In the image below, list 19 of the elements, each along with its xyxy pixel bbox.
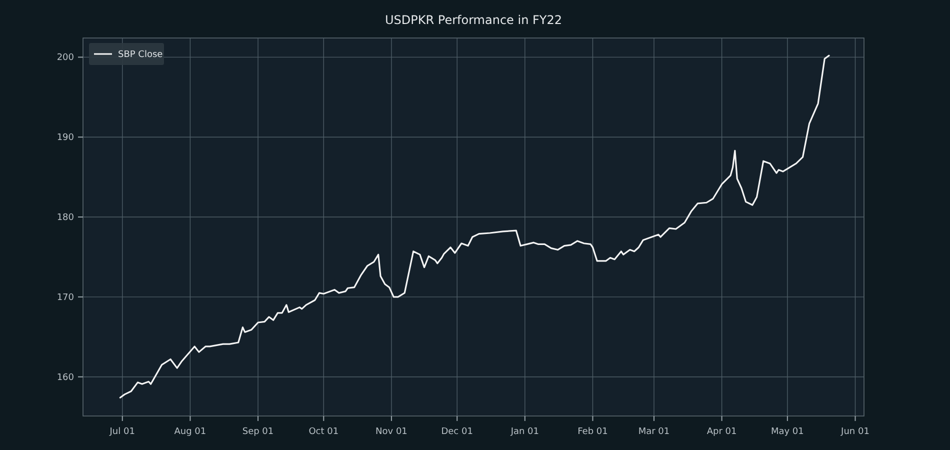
x-tick-label: Jun 01 bbox=[840, 427, 870, 437]
x-tick-label: Jul 01 bbox=[108, 427, 135, 437]
y-tick-label: 200 bbox=[56, 53, 74, 64]
x-tick-label: May 01 bbox=[770, 427, 804, 437]
y-tick-label: 190 bbox=[56, 133, 74, 144]
x-tick-label: Mar 01 bbox=[638, 427, 670, 437]
chart-title: USDPKR Performance in FY22 bbox=[384, 13, 562, 27]
x-tick-label: Jan 01 bbox=[510, 427, 540, 437]
x-tick-label: Dec 01 bbox=[441, 427, 473, 437]
y-tick-label: 160 bbox=[56, 372, 74, 383]
x-tick-label: Feb 01 bbox=[578, 427, 608, 437]
y-tick-label: 180 bbox=[56, 213, 74, 224]
x-tick-label: Oct 01 bbox=[308, 427, 339, 437]
x-tick-label: Aug 01 bbox=[174, 427, 206, 437]
x-tick-label: Apr 01 bbox=[706, 427, 737, 437]
x-tick-label: Sep 01 bbox=[242, 427, 274, 437]
legend-label: SBP Close bbox=[118, 50, 164, 60]
y-tick-label: 170 bbox=[56, 292, 74, 303]
x-tick-label: Nov 01 bbox=[376, 427, 408, 437]
